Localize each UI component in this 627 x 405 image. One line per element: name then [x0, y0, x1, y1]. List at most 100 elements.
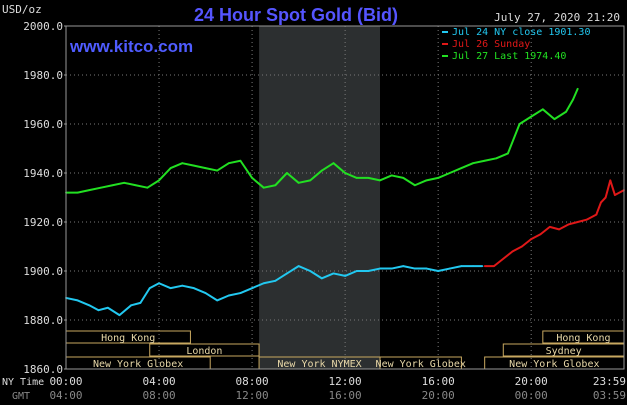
series-point — [204, 167, 207, 170]
series-point — [572, 98, 574, 101]
series-point — [332, 272, 335, 275]
series-point — [309, 179, 312, 182]
y-tick-label: 2000.0 — [23, 20, 63, 33]
series-point — [227, 294, 230, 297]
y-tick-label: 1920.0 — [23, 216, 63, 229]
series-point — [76, 299, 79, 302]
session-label: New York NYMEX — [277, 359, 361, 370]
series-line — [65, 265, 483, 317]
x-tick-label-gmt: 03:59 — [593, 389, 626, 402]
x-tick-label-gmt: 20:00 — [422, 389, 455, 402]
session-label: Sydney — [546, 346, 582, 357]
series-point — [595, 213, 598, 216]
series-point — [99, 186, 102, 189]
legend-entry: Jul 24 NY close 1901.30 — [452, 27, 590, 38]
x-tick-label-ny: 12:00 — [329, 375, 362, 388]
series-point — [97, 309, 100, 312]
series-point — [88, 304, 91, 307]
x-tick-label-ny: 23:59 — [593, 375, 626, 388]
series-point — [344, 172, 347, 174]
series-point — [586, 218, 588, 221]
x-axis-ticks: 00:0004:0004:0008:0008:0012:0012:0016:00… — [49, 375, 626, 402]
y-tick-label: 1860.0 — [23, 363, 63, 376]
session-label: New York Globex — [376, 359, 466, 370]
y-tick-label: 1900.0 — [23, 265, 63, 278]
series-point — [367, 177, 370, 179]
series-point — [495, 157, 498, 160]
y-axis-ticks: 1860.0 1880.0 1900.0 1920.0 1940.0 1960.0 1980… — [23, 20, 66, 376]
series-point — [558, 228, 561, 231]
series-point — [530, 115, 533, 118]
series-point — [262, 282, 265, 285]
unit-label: USD/oz — [2, 3, 42, 16]
x-tick-label-gmt: 12:00 — [236, 389, 269, 402]
series-point — [493, 265, 495, 267]
session-label: Hong Kong — [101, 333, 155, 344]
series-point — [123, 181, 126, 184]
series-point — [193, 164, 195, 167]
series-point — [146, 186, 149, 189]
series-point — [320, 277, 323, 280]
series-point — [604, 196, 607, 199]
series-point — [251, 177, 253, 179]
series-point — [216, 169, 219, 172]
series-point — [309, 270, 312, 272]
series-point — [355, 177, 358, 179]
series-point — [106, 306, 109, 309]
series-point — [355, 270, 358, 272]
series-point — [502, 257, 505, 260]
legend-entry: Jul 26 Sunday — [452, 39, 530, 50]
website-link[interactable]: www.kitco.com — [69, 37, 193, 56]
series-point — [448, 172, 451, 174]
session-box — [149, 343, 260, 357]
series-point — [576, 87, 579, 90]
series-point — [286, 172, 288, 174]
x-tick-label-ny: 04:00 — [142, 375, 175, 388]
series-point — [379, 267, 381, 270]
x-tick-label-gmt: 08:00 — [142, 389, 175, 402]
series-point — [130, 304, 133, 307]
series-point — [576, 221, 579, 223]
series-point — [614, 194, 616, 196]
nymex-shaded-region — [259, 26, 381, 369]
series-point — [216, 299, 219, 302]
series-point — [274, 279, 277, 282]
y-tick-label: 1940.0 — [23, 167, 63, 180]
y-tick-label: 1960.0 — [23, 118, 63, 131]
series-point — [227, 162, 230, 165]
series-point — [437, 177, 440, 179]
series-point — [134, 184, 137, 187]
series-point — [379, 179, 381, 182]
series-point — [76, 191, 79, 194]
series-point — [262, 186, 265, 189]
series-point — [460, 265, 463, 267]
y-tick-label: 1880.0 — [23, 314, 63, 327]
series-point — [390, 174, 393, 177]
series-point — [413, 267, 416, 270]
series-point — [472, 265, 474, 267]
series-point — [111, 184, 114, 187]
plot-border — [65, 25, 625, 370]
series-point — [539, 233, 542, 236]
ny-time-label: NY Time — [2, 377, 44, 388]
series-point — [437, 270, 440, 272]
series-point — [567, 223, 570, 226]
series-point — [520, 245, 523, 248]
series-point — [181, 162, 184, 165]
series-point — [483, 159, 486, 162]
series-point — [297, 181, 300, 184]
series-point — [118, 314, 121, 316]
y-tick-label: 1980.0 — [23, 69, 63, 82]
x-tick-label-ny: 08:00 — [236, 375, 269, 388]
series-point — [565, 110, 567, 113]
session-label: Hong Kong — [556, 333, 610, 344]
series-point — [193, 287, 195, 290]
series-point — [297, 265, 300, 267]
series-point — [239, 292, 242, 294]
series-point — [511, 250, 514, 253]
x-tick-label-gmt: 00:00 — [515, 389, 548, 402]
session-label: New York Globex — [93, 359, 183, 370]
series-point — [402, 177, 405, 179]
